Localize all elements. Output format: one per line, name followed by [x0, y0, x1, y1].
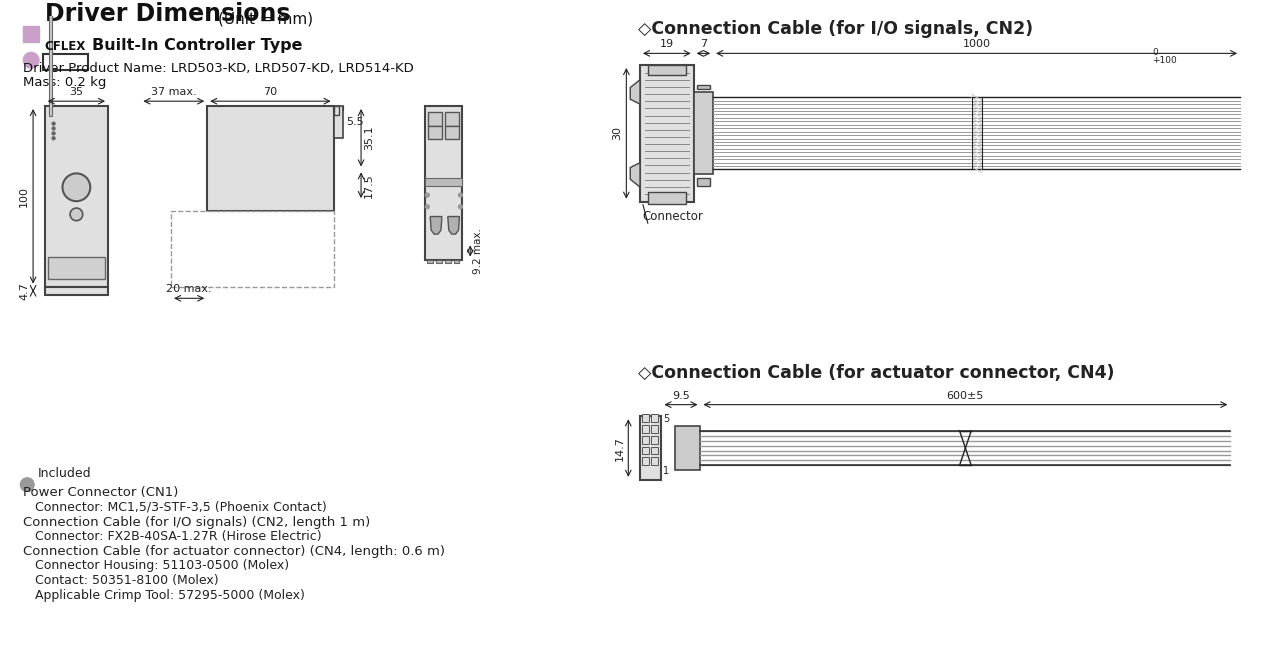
Text: 14.7: 14.7 — [614, 435, 625, 460]
Bar — [675, 426, 700, 470]
Text: 0: 0 — [1152, 48, 1158, 57]
Text: Connector Housing: 51103-0500 (Molex): Connector Housing: 51103-0500 (Molex) — [23, 560, 289, 573]
Text: (Unit = mm): (Unit = mm) — [219, 11, 314, 26]
Text: 9.2 max.: 9.2 max. — [474, 228, 483, 274]
Text: Connection Cable (for actuator connector) (CN4, length: 0.6 m): Connection Cable (for actuator connector… — [23, 545, 445, 558]
Polygon shape — [630, 80, 640, 104]
Bar — [436, 259, 442, 263]
Text: 37 max.: 37 max. — [151, 87, 197, 97]
Text: Contact: 50351-8100 (Molex): Contact: 50351-8100 (Molex) — [23, 574, 219, 587]
Bar — [643, 425, 649, 433]
Text: Mass: 0.2 kg: Mass: 0.2 kg — [23, 77, 106, 89]
Text: ◇Connection Cable (for I/O signals, CN2): ◇Connection Cable (for I/O signals, CN2) — [637, 19, 1033, 38]
Text: 1000: 1000 — [963, 40, 991, 50]
Text: 1: 1 — [663, 466, 669, 476]
Bar — [650, 447, 658, 454]
Bar — [172, 211, 334, 286]
Bar — [334, 106, 338, 115]
Text: CFLEX: CFLEX — [45, 40, 86, 53]
Bar — [429, 112, 442, 126]
Text: 600±5: 600±5 — [947, 390, 984, 401]
Polygon shape — [430, 216, 442, 234]
Bar — [640, 65, 694, 202]
Bar — [47, 257, 105, 279]
Bar — [650, 415, 658, 422]
Bar — [694, 93, 713, 174]
Bar — [45, 286, 108, 295]
Circle shape — [425, 205, 429, 209]
Bar — [648, 65, 686, 75]
Text: 5: 5 — [663, 414, 669, 424]
Bar — [640, 417, 662, 480]
Circle shape — [70, 208, 83, 220]
Bar — [425, 106, 462, 259]
Bar — [643, 436, 649, 444]
Circle shape — [52, 122, 55, 125]
Text: Connection Cable (for I/O signals) (CN2, length 1 m): Connection Cable (for I/O signals) (CN2,… — [23, 515, 371, 529]
Circle shape — [52, 137, 55, 140]
Bar — [696, 178, 710, 186]
Bar — [207, 106, 334, 211]
Bar — [334, 106, 343, 138]
Text: 70: 70 — [264, 87, 278, 97]
Text: Connector: Connector — [643, 210, 703, 223]
Bar — [643, 447, 649, 454]
Text: Driver Product Name: LRD503-KD, LRD507-KD, LRD514-KD: Driver Product Name: LRD503-KD, LRD507-K… — [23, 62, 413, 75]
Bar — [428, 259, 433, 263]
Text: 30: 30 — [612, 126, 622, 140]
Bar — [429, 126, 442, 139]
Bar — [643, 458, 649, 465]
Text: Connector: MC1,5/3-STF-3,5 (Phoenix Contact): Connector: MC1,5/3-STF-3,5 (Phoenix Cont… — [23, 501, 328, 514]
Circle shape — [52, 132, 55, 135]
Text: Included: Included — [38, 467, 92, 480]
Bar — [445, 259, 451, 263]
Text: 35.1: 35.1 — [364, 126, 374, 150]
Bar — [648, 192, 686, 204]
Bar — [445, 112, 458, 126]
Text: 19: 19 — [659, 40, 673, 50]
Circle shape — [425, 193, 429, 197]
Bar — [23, 26, 38, 42]
Text: Power Connector (CN1): Power Connector (CN1) — [23, 487, 179, 499]
Bar — [650, 425, 658, 433]
Text: 5.5: 5.5 — [347, 117, 364, 127]
Text: 35: 35 — [69, 87, 83, 97]
FancyBboxPatch shape — [42, 54, 88, 70]
Bar — [650, 436, 658, 444]
Bar — [49, 0, 51, 116]
Bar — [696, 85, 710, 89]
Bar — [445, 126, 458, 139]
Text: +100: +100 — [1152, 56, 1178, 65]
Circle shape — [23, 52, 38, 68]
Text: Connector: FX2B-40SA-1.27R (Hirose Electric): Connector: FX2B-40SA-1.27R (Hirose Elect… — [23, 530, 323, 543]
Text: 17.5: 17.5 — [364, 173, 374, 198]
Text: ◇Connection Cable (for actuator connector, CN4): ◇Connection Cable (for actuator connecto… — [637, 364, 1115, 382]
Circle shape — [63, 173, 91, 201]
Circle shape — [458, 193, 462, 197]
Text: Driver Dimensions: Driver Dimensions — [45, 2, 291, 26]
Bar — [425, 178, 462, 186]
Circle shape — [458, 205, 462, 209]
Text: Applicable Crimp Tool: 57295-5000 (Molex): Applicable Crimp Tool: 57295-5000 (Molex… — [23, 589, 305, 601]
Text: 7: 7 — [700, 40, 707, 50]
Circle shape — [52, 127, 55, 130]
Polygon shape — [630, 163, 640, 187]
Bar — [650, 458, 658, 465]
Circle shape — [20, 478, 35, 491]
Text: 4.7: 4.7 — [19, 282, 29, 300]
Text: 100: 100 — [19, 186, 29, 207]
Text: 9.5: 9.5 — [672, 390, 690, 401]
Bar — [45, 106, 108, 286]
Text: Built-In Controller Type: Built-In Controller Type — [92, 38, 302, 53]
Polygon shape — [448, 216, 460, 234]
Bar — [453, 259, 460, 263]
Text: 20 max.: 20 max. — [166, 284, 212, 294]
Bar — [643, 415, 649, 422]
